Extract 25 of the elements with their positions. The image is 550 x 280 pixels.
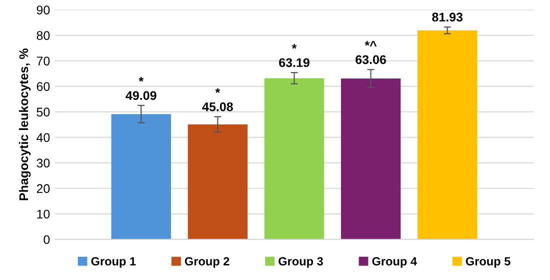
- y-tick-label: 50: [36, 108, 50, 116]
- legend-label: Group 3: [278, 257, 323, 268]
- y-tick-label: 60: [36, 82, 50, 91]
- annotation: *^: [364, 41, 377, 47]
- y-tick-label: 30: [36, 158, 50, 168]
- legend-label: Group 2: [184, 257, 230, 268]
- data-label: 49.09: [126, 91, 156, 100]
- y-tick-label: 20: [36, 184, 50, 194]
- y-tick-label: 40: [36, 133, 50, 142]
- annotation: *: [292, 44, 297, 49]
- legend-label: Group 4: [372, 257, 417, 268]
- y-tick-label: 90: [36, 6, 50, 14]
- legend-label: Group 5: [466, 257, 510, 268]
- y-tick-label: 10: [37, 210, 50, 219]
- data-label: 63.06: [356, 55, 386, 64]
- data-label: 63.19: [279, 58, 310, 68]
- y-tick-label: 80: [36, 31, 50, 40]
- annotation: *: [138, 76, 144, 82]
- y-axis-title: Phagocytic leukocytes, %: [18, 48, 31, 200]
- y-tick-label: 70: [36, 56, 50, 66]
- annotation: *: [215, 88, 220, 93]
- y-tick-label: 0: [44, 235, 50, 244]
- data-label: 45.08: [202, 102, 233, 112]
- data-label: 81.93: [432, 12, 463, 22]
- legend-label: Group 1: [91, 257, 136, 268]
